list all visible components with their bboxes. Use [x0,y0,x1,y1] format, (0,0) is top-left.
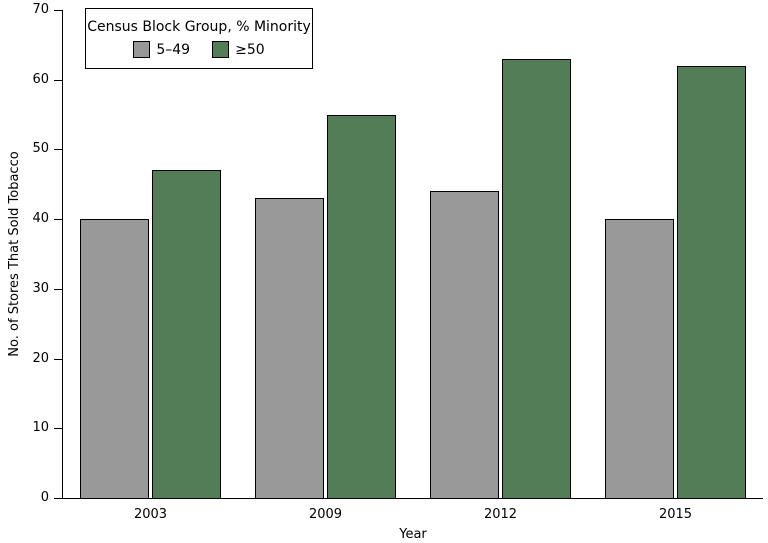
bar-5–49-2015 [605,219,674,499]
y-axis-tick [54,149,62,151]
y-axis-tick [54,10,62,11]
bar-≥50-2012 [502,58,571,499]
plot-area: No. of Stores That Sold Tobacco Year 0 10… [7,2,763,542]
bar-≥50-2015 [677,65,746,499]
x-category-label: 2015 [658,507,693,522]
legend-label: 5–49 [156,41,191,58]
x-axis-title: Year [399,527,427,542]
legend-swatch-icon [133,41,151,58]
y-tick-label: 20 [32,350,49,366]
y-axis-tick [54,219,62,221]
bar-≥50-2003 [152,170,221,499]
y-tick-label: 10 [32,420,49,436]
x-category-label: 2009 [308,507,343,522]
legend-item: ≥50 [212,41,265,58]
y-tick-label: 50 [32,141,49,157]
y-axis-tick [54,79,62,81]
legend-item: 5–49 [133,41,190,58]
y-tick-label: 60 [32,71,49,87]
y-axis-tick [54,428,62,430]
legend-swatch-icon [212,41,230,58]
y-tick-label: 30 [32,280,49,296]
y-axis-tick [54,498,62,499]
y-tick-label: 0 [40,490,49,505]
legend-box: Census Block Group, % Minority 5–49 ≥50 [85,8,313,69]
legend-title: Census Block Group, % Minority [87,19,311,35]
bar-≥50-2009 [327,114,396,499]
y-tick-label: 70 [32,2,49,17]
bar-5–49-2012 [430,191,499,499]
y-tick-label: 40 [32,211,49,227]
y-axis-tick [54,288,62,290]
x-category-label: 2012 [483,507,518,522]
bar-5–49-2009 [255,198,324,499]
legend-label: ≥50 [235,41,265,58]
y-axis-tick [54,358,62,360]
x-category-label: 2003 [133,507,168,522]
bar-5–49-2003 [80,219,149,499]
legend-items: 5–49 ≥50 [133,41,265,58]
